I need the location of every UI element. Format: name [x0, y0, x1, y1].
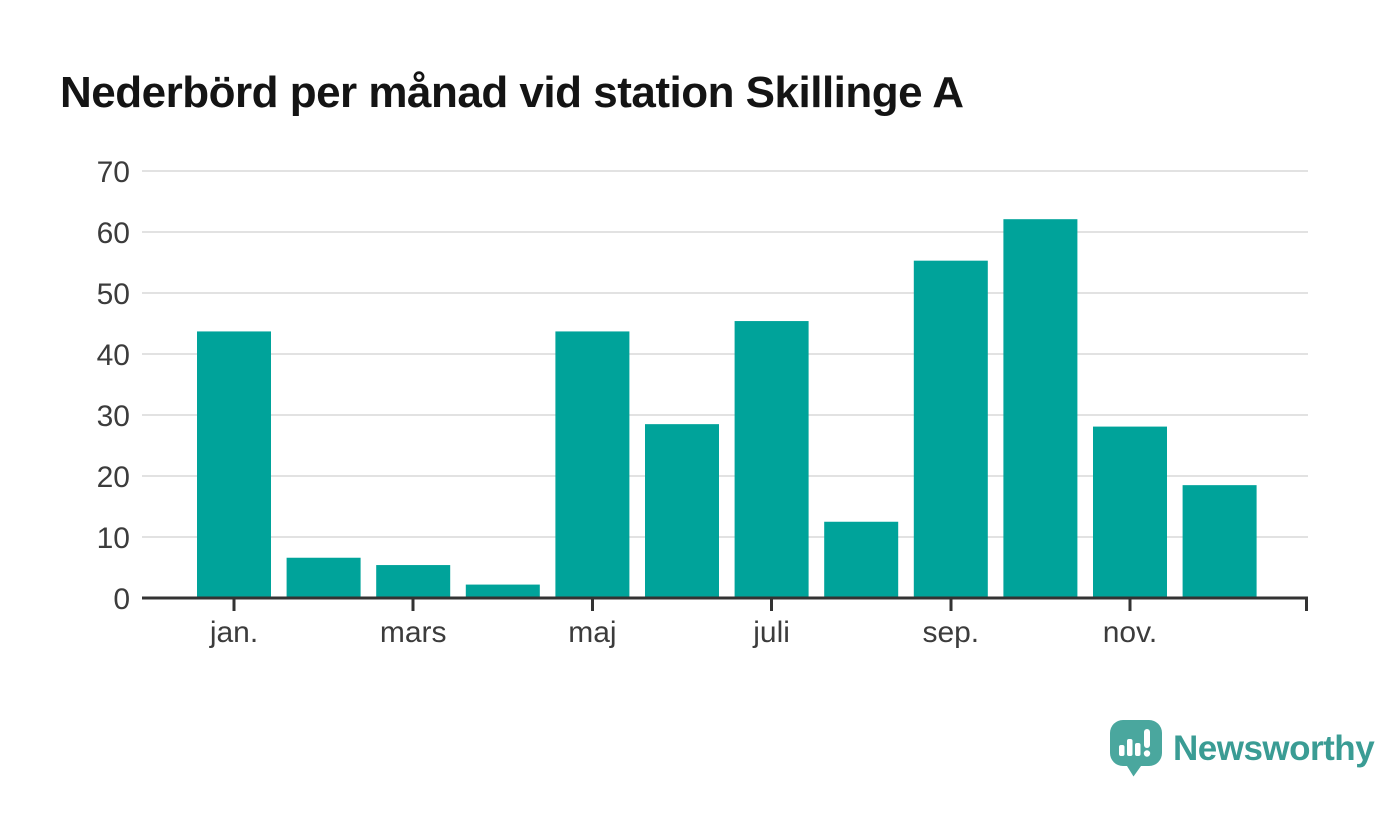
- bar-juni: [645, 424, 719, 598]
- y-tick-label-10: 10: [97, 522, 130, 555]
- y-tick-label-50: 50: [97, 278, 130, 311]
- logo-exclamation-dot: [1143, 750, 1151, 757]
- y-tick-label-40: 40: [97, 339, 130, 372]
- bar-maj: [555, 331, 630, 598]
- logo-mini-barchart: [1119, 729, 1151, 757]
- x-tick-label-nov.: nov.: [1103, 616, 1157, 649]
- bar-mars: [376, 565, 451, 598]
- chart-title: Nederbörd per månad vid station Skilling…: [60, 68, 964, 117]
- x-tick-label-jan.: jan.: [209, 616, 258, 649]
- chart-svg: 0 10 20 30 40 50 60 70 jan. mars maj juli sep. nov.: [97, 156, 1308, 649]
- bar-feb.: [286, 557, 361, 598]
- bar-april: [465, 584, 540, 598]
- bar-okt.: [1003, 219, 1078, 598]
- logo-exclamation-bar: [1144, 729, 1150, 748]
- x-tick-label-mars: mars: [380, 616, 447, 649]
- bar-juli: [734, 321, 809, 598]
- bar-dec.: [1182, 485, 1257, 598]
- precipitation-bar-chart: 0 10 20 30 40 50 60 70 jan. mars maj juli sep. nov.: [0, 140, 1400, 660]
- bar-sep.: [913, 260, 988, 598]
- bar-aug.: [824, 521, 899, 598]
- brand-footer: Newsworthy: [1110, 720, 1375, 777]
- x-tick-label-sep.: sep.: [922, 616, 979, 649]
- y-tick-label-70: 70: [97, 156, 130, 189]
- y-tick-label-30: 30: [97, 400, 130, 433]
- y-tick-label-0: 0: [113, 583, 130, 616]
- newsworthy-logo-icon: [1110, 720, 1162, 777]
- bar-jan.: [197, 331, 271, 598]
- x-tick-label-juli: juli: [752, 616, 790, 649]
- bar-nov.: [1093, 426, 1167, 598]
- y-tick-label-20: 20: [97, 461, 130, 494]
- x-tick-label-maj: maj: [568, 616, 616, 649]
- y-tick-label-60: 60: [97, 217, 130, 250]
- brand-wordmark: Newsworthy: [1173, 728, 1375, 768]
